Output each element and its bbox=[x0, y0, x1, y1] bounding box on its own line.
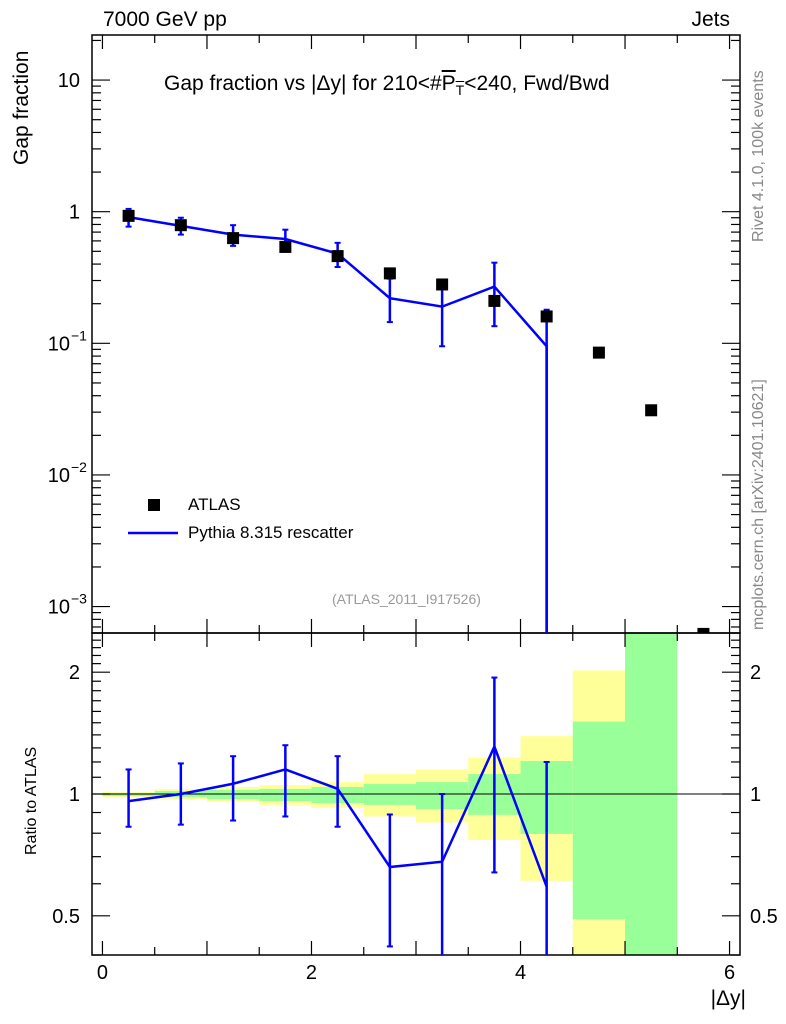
header-right: Jets bbox=[691, 8, 730, 31]
x-tick-label: 6 bbox=[724, 962, 735, 984]
atlas-data-point bbox=[540, 310, 553, 323]
atlas-data-point bbox=[331, 250, 344, 263]
y-tick-label-exponent: −2 bbox=[71, 459, 87, 475]
x-tick-label: 0 bbox=[97, 962, 108, 984]
atlas-data-point bbox=[488, 294, 501, 307]
y-tick-label: 1 bbox=[69, 202, 80, 224]
ratio-y-tick-label-right: 1 bbox=[750, 784, 761, 806]
legend-atlas-marker bbox=[148, 499, 160, 511]
x-tick-label: 4 bbox=[515, 962, 526, 984]
atlas-data-point bbox=[383, 267, 396, 280]
atlas-data-point bbox=[645, 404, 658, 417]
legend-atlas: ATLAS bbox=[188, 495, 241, 514]
legend-pythia: Pythia 8.315 rescatter bbox=[188, 523, 354, 542]
header-left: 7000 GeV pp bbox=[103, 8, 227, 31]
x-tick-label: 2 bbox=[306, 962, 317, 984]
atlas-data-point bbox=[592, 346, 605, 359]
y-tick-label-exponent: −3 bbox=[71, 591, 87, 607]
ratio-y-tick-label: 0.5 bbox=[52, 906, 80, 928]
ratio-pythia-line bbox=[128, 743, 548, 888]
analysis-tag: (ATLAS_2011_I917526) bbox=[332, 591, 481, 607]
y-tick-label: 10 bbox=[48, 597, 70, 619]
atlas-data-point bbox=[436, 278, 449, 291]
title: Gap fraction vs |Δy| for 210<#PT<240, Fw… bbox=[164, 72, 610, 98]
y-tick-label-exponent: −1 bbox=[71, 327, 87, 343]
atlas-data-point bbox=[279, 240, 292, 253]
ratio-y-tick-label-right: 2 bbox=[750, 662, 761, 684]
atlas-data-point bbox=[122, 209, 135, 222]
y-tick-label: 10 bbox=[58, 70, 80, 92]
y-tick-label: 10 bbox=[48, 333, 70, 355]
atlas-data-point bbox=[227, 232, 240, 245]
ratio-y-tick-label: 1 bbox=[69, 784, 80, 806]
pythia-line bbox=[128, 215, 548, 633]
green-band-bin bbox=[572, 721, 626, 920]
y-tick-label: 10 bbox=[48, 465, 70, 487]
atlas-data-point bbox=[174, 219, 187, 232]
ratio-y-tick-label: 2 bbox=[69, 662, 80, 684]
upper-frame bbox=[91, 34, 741, 634]
title-p: P bbox=[441, 72, 456, 95]
ratio-y-tick-label-right: 0.5 bbox=[750, 906, 778, 928]
atlas-data-point bbox=[697, 627, 710, 633]
title-prefix: Gap fraction vs |Δy| for 210<# bbox=[164, 72, 442, 95]
title-suffix: <240, Fwd/Bwd bbox=[464, 72, 610, 95]
x-axis-label: |Δy| bbox=[710, 987, 746, 1010]
title-sub: T bbox=[455, 82, 465, 99]
